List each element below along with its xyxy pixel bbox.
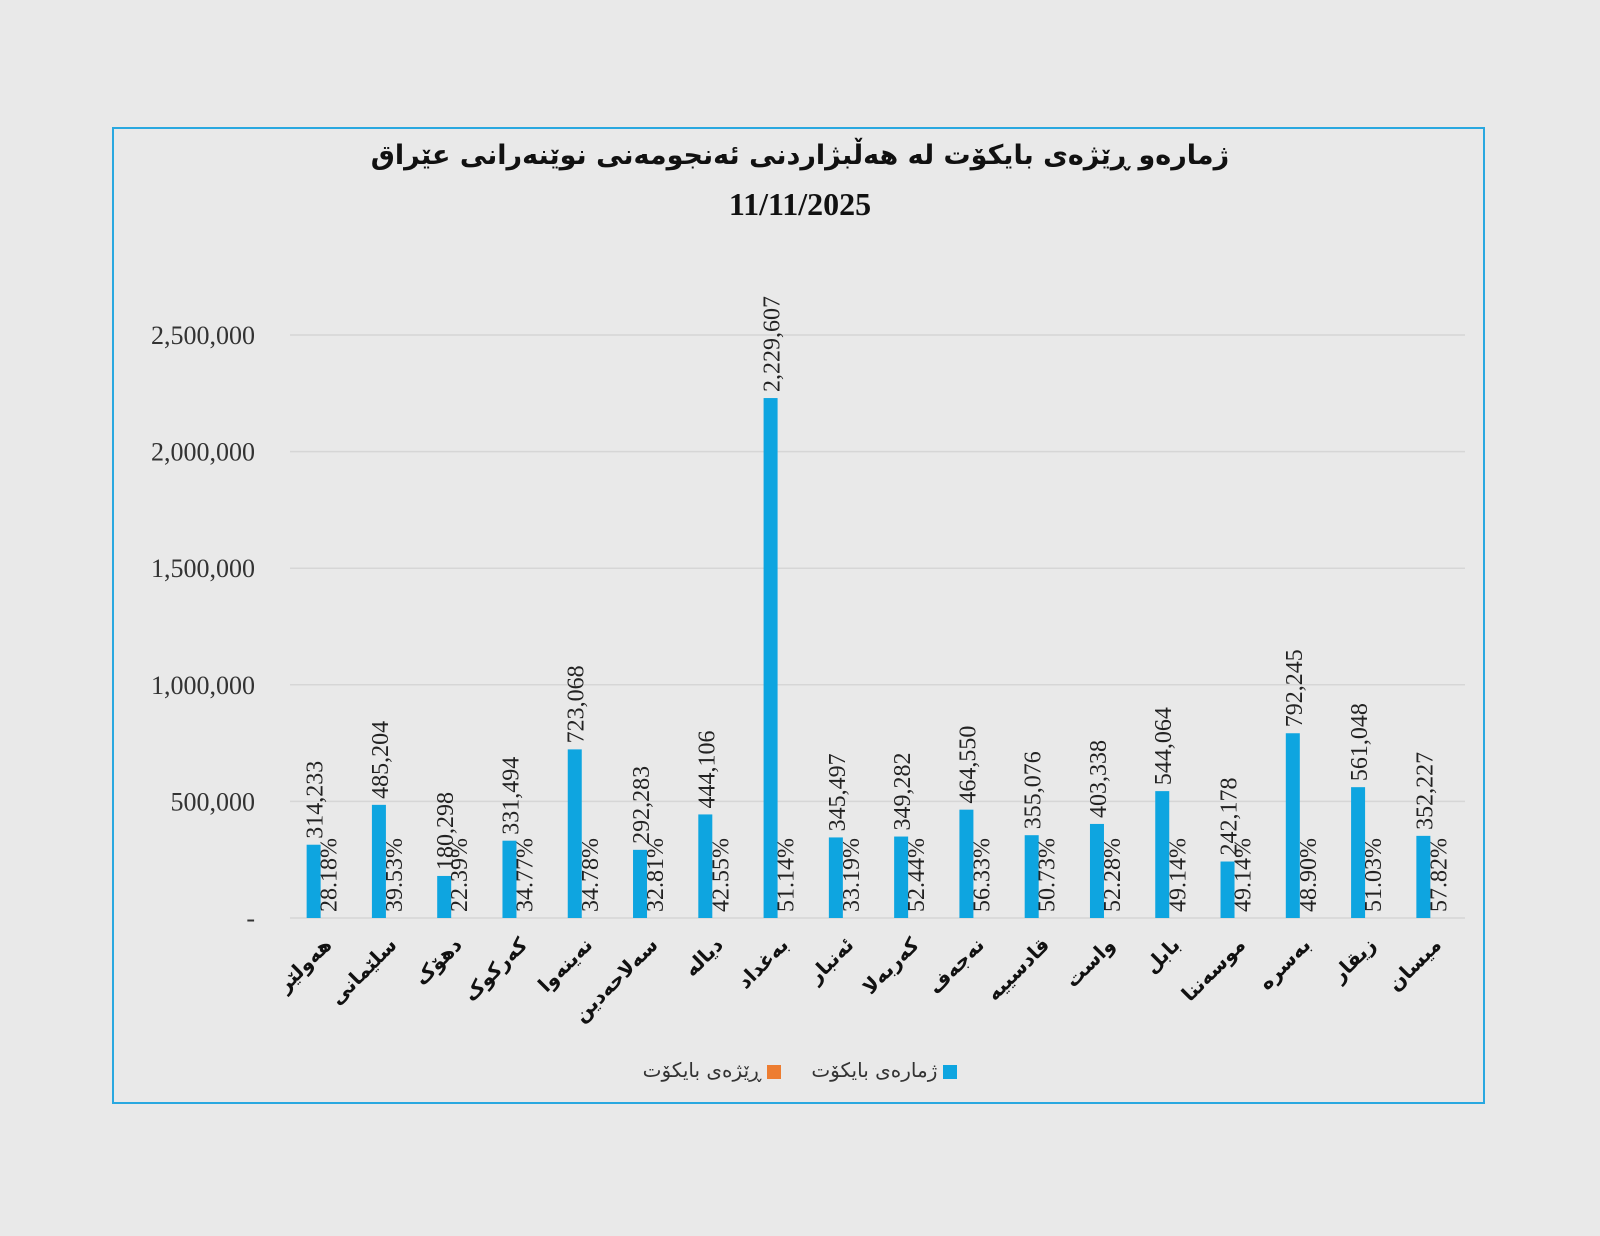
y-tick-label: 2,000,000	[151, 438, 255, 467]
bar-count	[1024, 835, 1039, 918]
data-label-rate: 42.55%	[708, 838, 734, 912]
data-label-rate: 57.82%	[1426, 838, 1452, 912]
data-label-rate: 51.14%	[774, 838, 800, 912]
data-label-rate: 52.44%	[904, 838, 930, 912]
bar-count	[437, 875, 452, 918]
data-label-rate: 49.14%	[1231, 838, 1257, 912]
x-tick-label: هەولێر	[271, 933, 336, 998]
bar-count	[894, 836, 909, 918]
data-label-rate: 22.39%	[447, 838, 473, 912]
data-label-rate: 49.14%	[1165, 838, 1191, 912]
data-label-count: 352,227	[1412, 752, 1438, 830]
y-tick-label: 2,500,000	[151, 321, 255, 350]
x-tick-label: سلێمانی	[325, 933, 402, 1010]
data-label-rate: 28.18%	[317, 838, 343, 912]
legend-label-rate: ڕێژەی بایکۆت	[642, 1058, 762, 1082]
x-tick-label: ئەنبار	[802, 933, 858, 989]
bar-count	[502, 840, 517, 918]
data-label-rate: 34.78%	[578, 838, 604, 912]
chart-subtitle: 11/11/2025	[728, 186, 872, 222]
data-label-rate: 39.53%	[382, 838, 408, 912]
legend-item-count: ژمارەی بایکۆت	[811, 1058, 958, 1082]
bar-count	[1089, 823, 1104, 918]
data-label-rate: 52.28%	[1100, 838, 1126, 912]
y-tick-label: -	[246, 904, 255, 933]
data-label-count: 464,550	[955, 726, 981, 804]
x-tick-label: نەجەف	[923, 933, 989, 999]
data-label-rate: 33.19%	[839, 838, 865, 912]
x-tick-label: کەرکوک	[459, 932, 533, 1006]
x-tick-label: میسان	[1383, 933, 1446, 996]
data-label-count: 544,064	[1151, 707, 1177, 785]
data-label-count: 314,233	[303, 761, 329, 839]
x-tick-label: بابل	[1139, 933, 1185, 979]
data-label-count: 485,204	[368, 721, 394, 799]
data-label-count: 792,245	[1282, 649, 1308, 727]
x-tick-label: زیقار	[1326, 933, 1381, 988]
y-tick-label: 1,500,000	[151, 554, 255, 583]
chart-frame	[112, 127, 1485, 1104]
legend-swatch-rate	[767, 1064, 782, 1079]
data-label-rate: 50.73%	[1035, 838, 1061, 912]
data-label-count: 561,048	[1347, 703, 1373, 781]
x-tick-label: بەغداد	[732, 933, 793, 994]
bar-count	[1416, 835, 1431, 918]
bar-count	[306, 844, 321, 918]
legend: ژمارەی بایکۆت ڕێژەی بایکۆت	[0, 1058, 1600, 1082]
bar-count	[1285, 733, 1300, 918]
bar-count	[763, 398, 778, 918]
data-label-count: 723,068	[564, 665, 590, 743]
x-tick-label: دهۆک	[409, 933, 466, 990]
bar-count	[828, 837, 843, 918]
data-label-count: 180,298	[433, 792, 459, 870]
data-label-count: 2,229,607	[760, 296, 786, 392]
data-label-rate: 48.90%	[1296, 838, 1322, 912]
data-label-count: 345,497	[825, 753, 851, 831]
x-tick-label: دیالە	[679, 933, 728, 982]
chart-title: ژمارەو ڕێژەی بایکۆت لە هەڵبژاردنی ئەنجوم…	[370, 140, 1230, 171]
bar-count	[959, 809, 974, 918]
data-label-count: 349,282	[890, 753, 916, 831]
bar-count	[1220, 861, 1235, 918]
data-label-rate: 51.03%	[1361, 838, 1387, 912]
x-tick-label: واست	[1060, 933, 1119, 992]
bar-count	[1351, 787, 1366, 918]
x-tick-label: نەینەوا	[533, 933, 597, 997]
data-label-rate: 32.81%	[643, 838, 669, 912]
data-label-count: 444,106	[694, 730, 720, 808]
data-label-rate: 56.33%	[969, 838, 995, 912]
x-tick-label: بەسرە	[1253, 933, 1315, 995]
x-tick-label: قادسییە	[981, 933, 1054, 1006]
legend-label-count: ژمارەی بایکۆت	[811, 1058, 938, 1082]
bar-count	[698, 814, 713, 918]
legend-swatch-count	[943, 1064, 958, 1079]
legend-item-rate: ڕێژەی بایکۆت	[643, 1058, 782, 1082]
data-label-rate: 34.77%	[512, 838, 538, 912]
y-tick-label: 500,000	[171, 787, 256, 816]
data-label-count: 403,338	[1086, 740, 1112, 818]
x-tick-label: موسەننا	[1177, 933, 1250, 1006]
bar-count	[1155, 791, 1170, 918]
data-label-count: 292,283	[629, 766, 655, 844]
bar-count	[371, 804, 386, 918]
bar-count	[567, 749, 582, 918]
data-label-count: 331,494	[498, 757, 524, 835]
data-label-count: 242,178	[1217, 778, 1243, 856]
x-tick-label: کەربەلا	[857, 932, 924, 999]
y-tick-label: 1,000,000	[151, 671, 255, 700]
bar-count	[633, 849, 648, 918]
data-label-count: 355,076	[1021, 751, 1047, 829]
